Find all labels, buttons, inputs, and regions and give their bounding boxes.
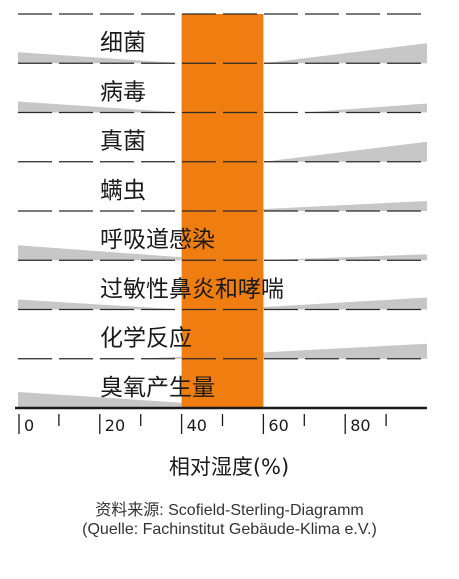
band-label-6: 过敏性鼻炎和哮喘 <box>100 276 284 302</box>
x-tick-label-0: 0 <box>24 416 34 435</box>
band-label-5: 呼吸道感染 <box>100 227 215 253</box>
band-area-3 <box>18 141 427 162</box>
band-area-2 <box>18 101 427 113</box>
band-area-8 <box>18 392 427 408</box>
x-tick-label-40: 40 <box>187 416 207 435</box>
band-area-7 <box>18 343 427 359</box>
band-grid-lines <box>18 13 427 360</box>
band-areas <box>18 43 427 408</box>
x-tick-label-80: 80 <box>350 416 370 435</box>
band-area-4 <box>18 201 427 211</box>
x-tick-label-60: 60 <box>268 416 288 435</box>
band-label-4: 螨虫 <box>100 178 146 204</box>
band-area-1 <box>18 43 427 64</box>
band-label-3: 真菌 <box>100 129 146 155</box>
band-label-8: 臭氧产生量 <box>100 375 215 401</box>
band-area-5 <box>18 245 427 261</box>
source-line-1: 资料来源: Scofield-Sterling-Diagramm <box>95 502 364 519</box>
band-label-7: 化学反应 <box>100 326 192 352</box>
x-axis-title: 相对湿度(%) <box>169 455 289 479</box>
band-label-1: 细菌 <box>100 30 146 56</box>
source-line-2: (Quelle: Fachinstitut Gebäude-Klima e.V.… <box>82 521 377 538</box>
x-axis-ticks: 0 20 40 60 80 <box>18 414 387 435</box>
band-area-6 <box>18 297 427 310</box>
band-label-2: 病毒 <box>100 79 146 105</box>
x-tick-label-20: 20 <box>105 416 125 435</box>
